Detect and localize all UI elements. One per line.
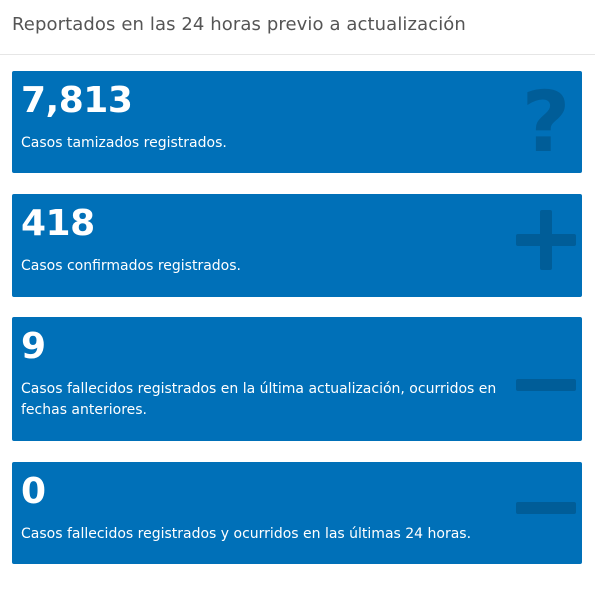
stat-description: Casos fallecidos registrados en la últim… [21,381,497,418]
stat-description: Casos fallecidos registrados y ocurridos… [21,526,472,542]
plus-icon [516,208,576,282]
page-title: Reportados en las 24 horas previo a actu… [12,14,466,35]
stat-card-tamizados: 7,813 Casos tamizados registrados. ? [12,71,582,173]
stat-card-fallecidos-24h: 0 Casos fallecidos registrados y ocurrid… [12,462,582,564]
header: Reportados en las 24 horas previo a actu… [0,0,595,55]
stat-value: 9 [21,326,46,367]
stat-value: 0 [21,471,46,512]
minus-icon [516,355,576,429]
svg-text:?: ? [522,83,571,157]
stat-value: 418 [21,203,95,244]
stat-value: 7,813 [21,80,133,121]
stat-description: Casos tamizados registrados. [21,135,227,151]
stat-card-confirmados: 418 Casos confirmados registrados. [12,194,582,297]
question-mark-icon: ? [516,83,576,157]
minus-icon [516,478,576,552]
stat-card-fallecidos-anteriores: 9 Casos fallecidos registrados en la últ… [12,317,582,441]
stat-description: Casos confirmados registrados. [21,258,241,274]
